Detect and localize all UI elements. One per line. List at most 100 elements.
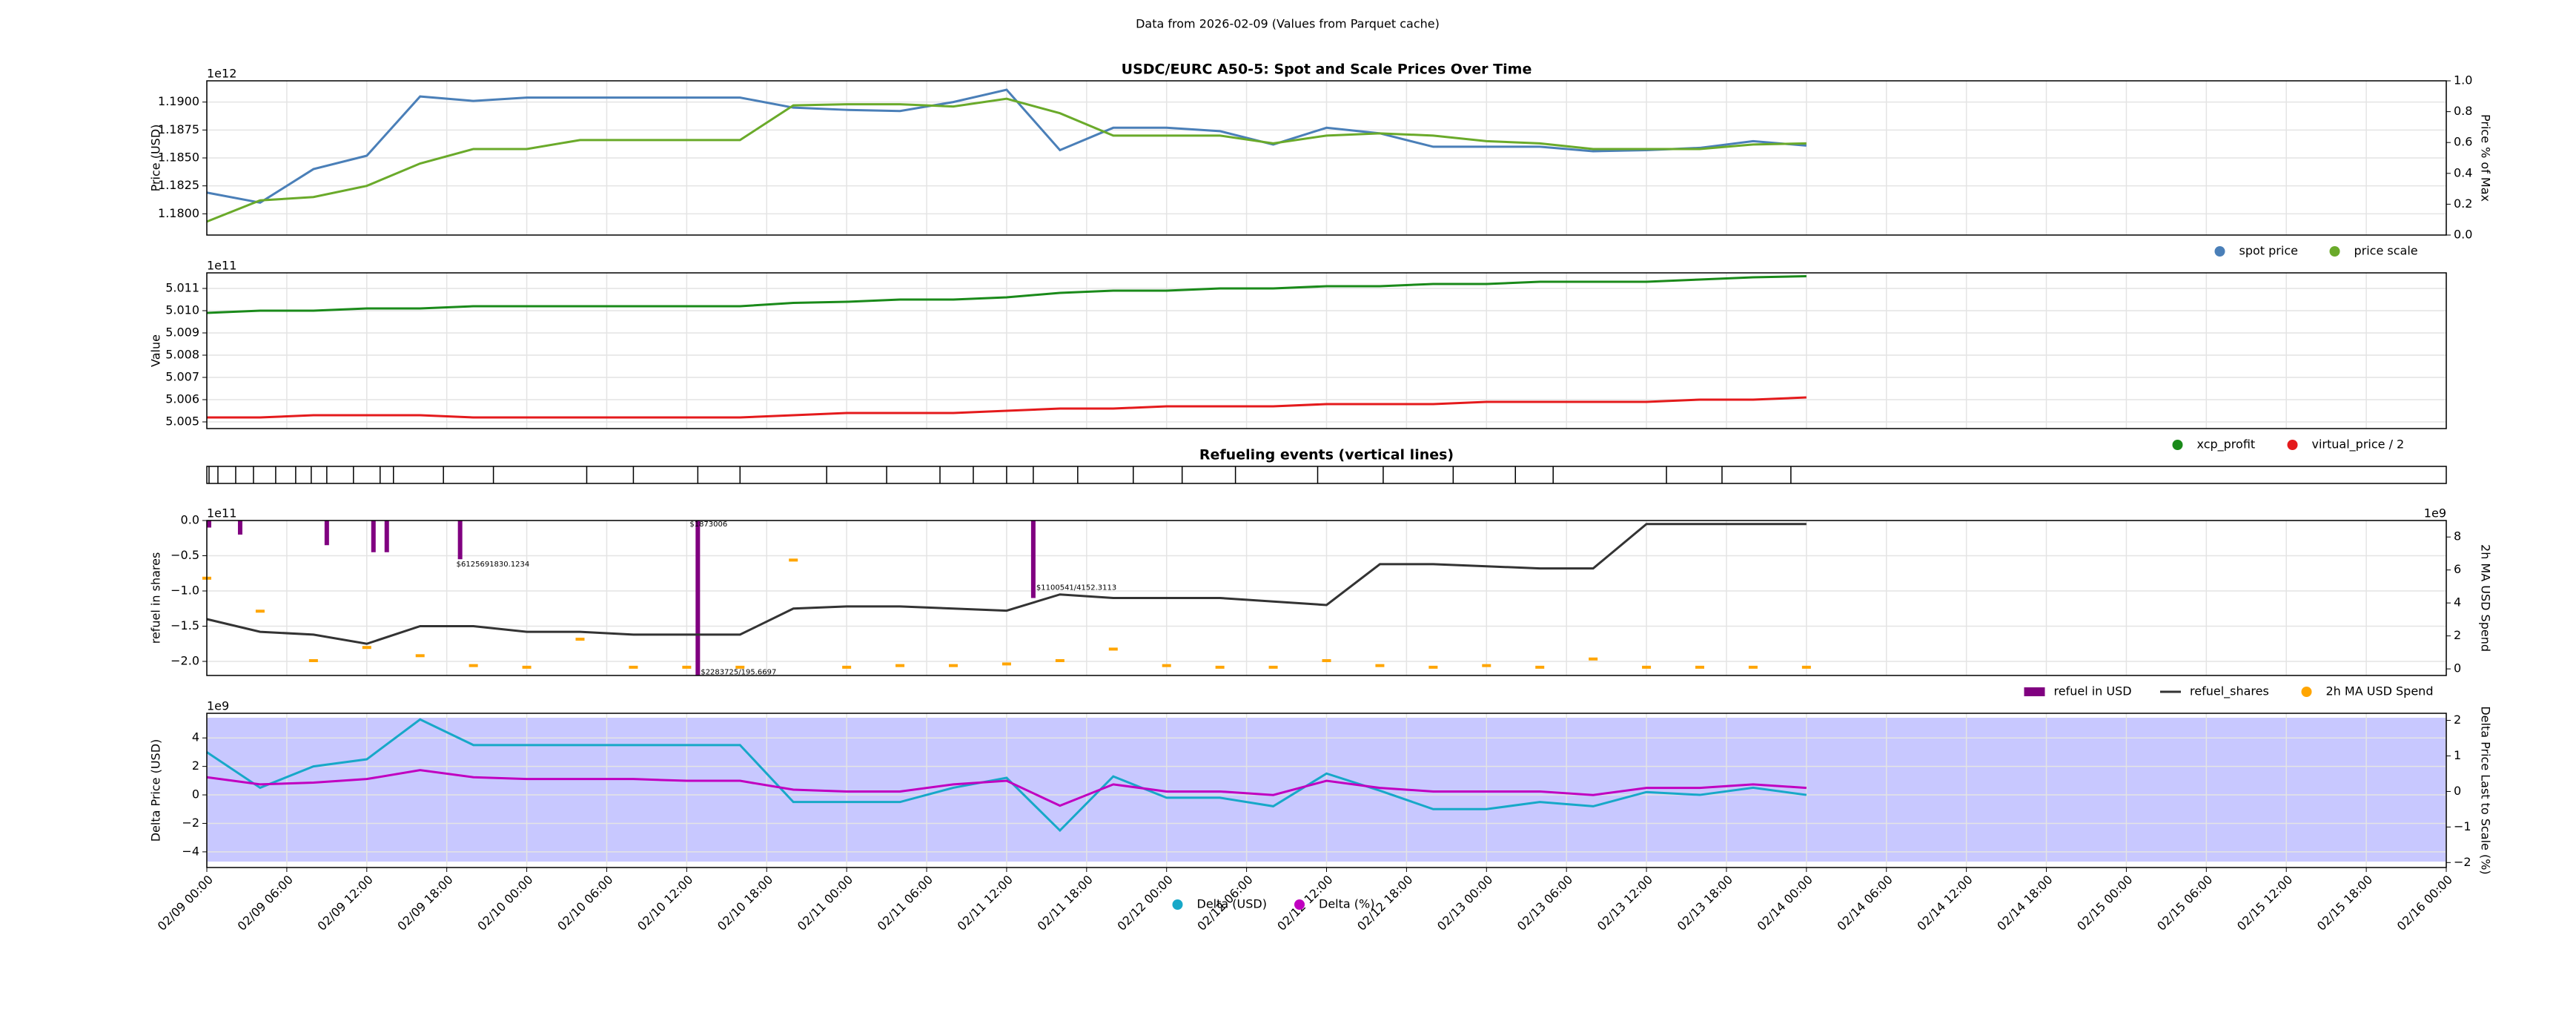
point (1482, 664, 1491, 667)
point (1322, 658, 1331, 662)
series-line (206, 523, 1807, 645)
axes-title: USDC/EURC A50-5: Spot and Scale Prices O… (1122, 62, 1532, 78)
y-tick-label: 1.1850 (158, 151, 199, 165)
y-axis-label: refuel in shares (149, 552, 163, 644)
y-tick-label: 0.0 (181, 513, 199, 527)
y2-tick-label: 0.2 (2454, 196, 2472, 211)
y-tick-label: −1.5 (170, 618, 199, 632)
legend-label: refuel in USD (2054, 684, 2132, 698)
y-tick-label: 1.1875 (158, 122, 199, 136)
y-tick-label: 1.1800 (158, 206, 199, 220)
y2-tick-label: 0.4 (2454, 165, 2472, 179)
y-offset: 1e11 (207, 259, 236, 273)
y2-tick-label: 2 (2454, 628, 2461, 642)
legend-label: Delta (%) (1319, 897, 1374, 911)
y2-tick-label: 1 (2454, 748, 2461, 762)
legend-marker (2329, 246, 2340, 257)
point (1375, 664, 1385, 667)
point (1748, 665, 1758, 669)
point (842, 665, 852, 669)
legend-label: refuel_shares (2190, 684, 2269, 699)
y2-tick-label: 2 (2454, 713, 2461, 727)
legend-label: virtual_price / 2 (2312, 437, 2405, 452)
legend-label: xcp_profit (2197, 437, 2256, 452)
y-axis-label: Delta Price (USD) (149, 739, 163, 842)
y-tick-label: 5.009 (165, 326, 199, 340)
y-axis-label: Value (149, 334, 163, 367)
legend-label: Delta (USD) (1197, 897, 1267, 911)
y2-tick-label: −2 (2454, 855, 2471, 869)
y-tick-label: −4 (182, 844, 199, 858)
suptitle: Data from 2026-02-09 (Values from Parque… (1136, 17, 1440, 31)
axes-frame (206, 466, 2447, 484)
y2-tick-label: 8 (2454, 529, 2461, 543)
y2-axis-label: Delta Price Last to Scale (%) (2479, 706, 2493, 874)
bar (695, 521, 701, 675)
bar (1030, 521, 1036, 598)
y-tick-label: 2 (192, 759, 199, 773)
y-tick-label: 5.010 (165, 303, 199, 317)
y-tick-label: −1.0 (170, 584, 199, 598)
point (1001, 662, 1011, 666)
series-line (206, 88, 1807, 204)
axes-frame (206, 713, 2447, 868)
axes-frame (206, 272, 2447, 429)
point (629, 665, 638, 669)
y2-tick-label: −1 (2454, 819, 2471, 833)
y2-axis-label: Price % of Max (2479, 114, 2493, 202)
series-line (206, 97, 1807, 223)
point (255, 609, 265, 613)
y-tick-label: 5.006 (165, 392, 199, 406)
axes-frame (206, 80, 2447, 236)
y-tick-label: −2 (182, 816, 199, 830)
annotation: $2283725/195.6697 (701, 668, 776, 676)
y-offset: 1e9 (207, 699, 229, 713)
point (1055, 658, 1064, 662)
y-axis-label: Price (USD) (149, 125, 163, 192)
point (895, 664, 905, 667)
y-tick-label: 0 (192, 787, 199, 802)
y-tick-label: −2.0 (170, 654, 199, 668)
series-line (206, 275, 1807, 314)
point (735, 665, 745, 669)
y-tick-label: −0.5 (170, 548, 199, 562)
point (415, 654, 425, 658)
y2-tick-label: 0.6 (2454, 135, 2472, 149)
point (575, 638, 585, 641)
legend-marker (2287, 440, 2298, 450)
bar (324, 521, 329, 546)
point (308, 658, 318, 662)
y2-tick-label: 4 (2454, 595, 2461, 609)
bar (384, 521, 389, 552)
point (1268, 665, 1278, 669)
axes-title: Refueling events (vertical lines) (1199, 447, 1454, 463)
y-tick-label: 5.007 (165, 370, 199, 384)
y2-tick-label: 1.0 (2454, 73, 2472, 87)
annotation: $6125691830.1234 (457, 561, 530, 569)
y-tick-label: 1.1900 (158, 94, 199, 108)
legend-marker (2301, 687, 2312, 697)
annotation: $1100541/4152.3113 (1036, 584, 1116, 592)
point (1801, 665, 1811, 669)
legend-marker (2172, 440, 2183, 450)
legend-marker (2214, 246, 2225, 257)
point (522, 665, 532, 669)
y2-tick-label: 6 (2454, 562, 2461, 576)
legend-label: price scale (2354, 244, 2418, 258)
point (1108, 647, 1118, 651)
point (789, 558, 798, 562)
bar (206, 521, 211, 528)
point (1695, 665, 1704, 669)
bar (371, 521, 376, 552)
legend-swatch (2024, 687, 2045, 696)
point (1215, 665, 1225, 669)
y2-tick-label: 0 (2454, 784, 2461, 798)
axes-frame (206, 520, 2447, 676)
series-line (206, 769, 1807, 807)
y-tick-label: 5.011 (165, 281, 199, 295)
annotation: $1873006 (689, 521, 727, 529)
series-line (206, 718, 1807, 833)
y2-offset: 1e9 (2424, 506, 2446, 521)
